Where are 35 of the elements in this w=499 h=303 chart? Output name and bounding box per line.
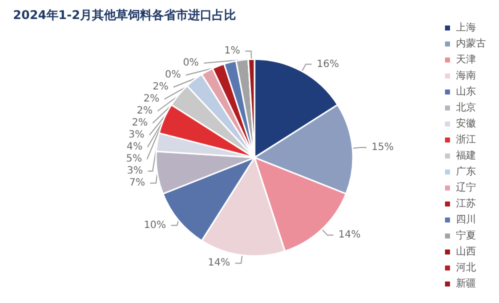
legend-label: 广东	[456, 166, 476, 178]
legend-label: 内蒙古	[456, 38, 486, 50]
legend-label: 天津	[456, 54, 476, 66]
text: 0%	[182, 58, 199, 69]
data-label: 4%	[126, 142, 143, 153]
legend-label: 山西	[456, 246, 476, 258]
legend-label: 宁夏	[456, 230, 476, 242]
legend-label: 浙江	[456, 134, 476, 146]
legend-label: 上海	[456, 22, 476, 34]
legend-label: 北京	[456, 102, 476, 114]
data-label: 2%	[136, 106, 153, 117]
data-label: 3%	[128, 130, 144, 141]
legend-label: 四川	[456, 214, 476, 226]
legend-label: 新疆	[456, 278, 476, 290]
data-label: 7%	[129, 178, 146, 189]
legend-label: 辽宁	[456, 182, 476, 194]
data-label: 3%	[126, 166, 143, 177]
legend-label: 江苏	[456, 198, 476, 210]
data-label: 14%	[208, 258, 230, 269]
text: 0%	[164, 70, 181, 81]
legend-label: 安徽	[456, 118, 476, 130]
legend-label: 山东	[456, 86, 476, 98]
data-label: 5%	[126, 154, 142, 165]
data-label: 2%	[132, 118, 148, 129]
data-label: 15%	[371, 142, 394, 154]
data-label: 16%	[316, 58, 340, 70]
data-label: 10%	[144, 220, 166, 231]
legend-label: 福建	[456, 150, 476, 162]
chart-title: 2024年1-2月其他草饲料各省市进口占比	[13, 8, 236, 22]
data-label: 2%	[152, 82, 168, 93]
data-label: 14%	[338, 230, 361, 241]
legend-label: 海南	[456, 70, 476, 82]
data-label: 1%	[224, 46, 240, 57]
data-label: 2%	[144, 94, 160, 105]
legend-label: 河北	[456, 262, 476, 274]
